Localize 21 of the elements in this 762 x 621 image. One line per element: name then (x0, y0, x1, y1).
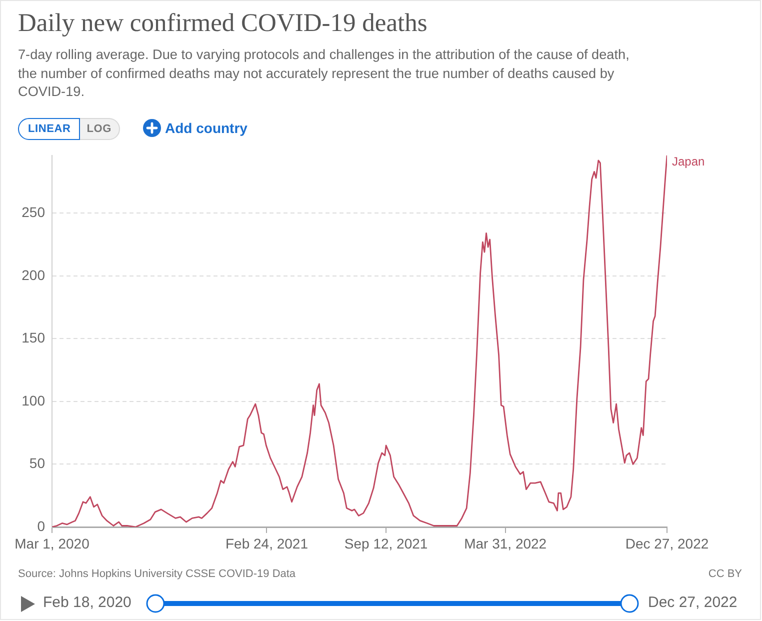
x-tick-label: Feb 24, 2021 (225, 535, 308, 552)
text: CC BY (708, 568, 742, 580)
y-tick-label: 100 (22, 392, 46, 408)
x-tick-label: Mar 31, 2022 (464, 535, 547, 552)
text: Feb 18, 2020 (43, 594, 132, 611)
text: Add country (165, 120, 248, 136)
log-button: LOG (80, 118, 120, 140)
x-tick-label: Mar 1, 2020 (14, 535, 90, 552)
linear-button: LINEAR (18, 118, 80, 140)
y-tick-label: 50 (29, 455, 46, 472)
y-tick-label: 150 (22, 330, 46, 346)
source-note: Source: Johns Hopkins University CSSE COVID-19 Data (18, 568, 296, 580)
text: Dec 27, 2022 (648, 594, 738, 611)
y-tick-label: 250 (22, 204, 46, 220)
y-tick-label: 200 (22, 266, 46, 283)
y-tick-label: 0 (37, 518, 46, 534)
x-tick-label: Dec 27, 2022 (625, 535, 709, 552)
chart-subtitle: 7-day rolling average. Due to varying protocols and challenges in the attribution of the cause of death, the number of confirmed deaths may not accurately represent the true number of deaths caused by COVID-19. (18, 46, 630, 101)
series-label: Japan (672, 154, 705, 169)
x-tick-label: Sep 12, 2021 (344, 535, 428, 552)
chart-title: Daily new confirmed COVID-19 deaths (18, 8, 428, 38)
